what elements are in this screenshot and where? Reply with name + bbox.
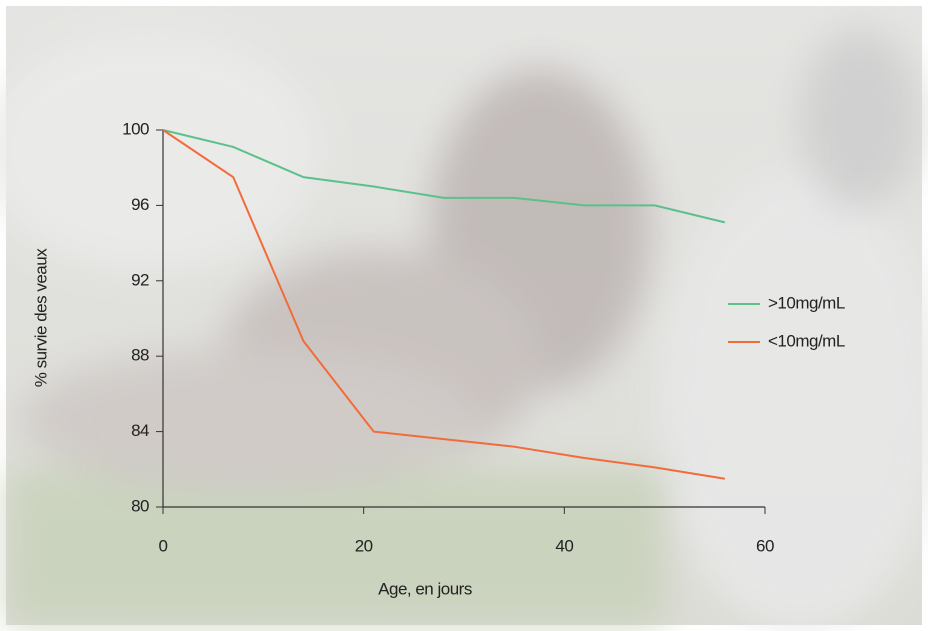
x-tick-label: 20: [355, 536, 373, 555]
legend-label: <10mg/mL: [768, 331, 845, 350]
series-line: [162, 129, 726, 224]
series-line: [162, 129, 726, 480]
x-tick-label: 60: [756, 536, 774, 555]
y-axis-label: % survie des veaux: [31, 248, 50, 387]
y-tick-label: 84: [131, 421, 149, 440]
y-tick-label: 88: [131, 346, 149, 365]
y-tick-label: 92: [131, 270, 149, 289]
x-axis-label: Age, en jours: [378, 579, 472, 598]
x-tick-label: 0: [159, 536, 168, 555]
x-tick-label: 40: [555, 536, 573, 555]
y-tick-label: 100: [122, 119, 149, 138]
y-tick-label: 96: [131, 195, 149, 214]
legend-label: >10mg/mL: [768, 293, 845, 312]
photo-background: [0, 6, 928, 630]
y-tick-label: 80: [131, 496, 149, 515]
